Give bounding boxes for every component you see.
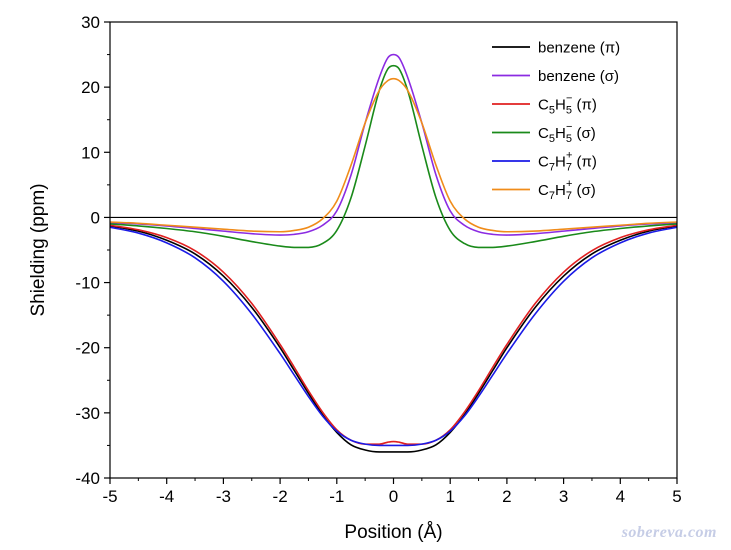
series-line-1 — [109, 225, 678, 453]
x-tick-label: -5 — [102, 487, 117, 506]
x-tick-label: 5 — [672, 487, 681, 506]
y-tick-label: -20 — [75, 339, 100, 358]
series-line-6 — [109, 77, 678, 233]
legend-label: C7H7+ (σ) — [538, 178, 596, 202]
watermark: sobereva.com — [621, 524, 717, 541]
series-layer — [109, 53, 678, 453]
x-tick-label: 4 — [616, 487, 625, 506]
x-tick-label: 3 — [559, 487, 568, 506]
legend: benzene (π) benzene (σ) C5H5− (π) C5H5− (σ)… — [492, 40, 620, 202]
x-tick-label: -4 — [159, 487, 174, 506]
y-tick-label: -40 — [75, 469, 100, 488]
legend-item: benzene (σ) — [492, 68, 619, 85]
legend-label: C5H5− (σ) — [538, 121, 596, 145]
legend-label: benzene (π) — [538, 40, 620, 57]
y-tick-label: -30 — [75, 404, 100, 423]
legend-item: C7H7+ (π) — [492, 150, 597, 174]
series-line-3 — [109, 224, 678, 445]
x-tick-label: 1 — [445, 487, 454, 506]
series-line-5 — [109, 226, 678, 447]
x-tick-label: 0 — [389, 487, 398, 506]
legend-label: C5H5− (π) — [538, 93, 597, 117]
legend-label: C7H7+ (π) — [538, 150, 597, 174]
series-line-4 — [109, 64, 678, 249]
x-tick-label: 2 — [502, 487, 511, 506]
y-tick-label: 30 — [81, 13, 100, 32]
x-tick-label: -2 — [273, 487, 288, 506]
y-tick-label: 0 — [91, 208, 100, 227]
y-tick-label: 20 — [81, 78, 100, 97]
x-tick-label: -1 — [329, 487, 344, 506]
x-tick-label: -3 — [216, 487, 231, 506]
legend-item: benzene (π) — [492, 40, 620, 57]
legend-item: C5H5− (π) — [492, 93, 597, 117]
x-axis-title: Position (Å) — [344, 522, 442, 543]
legend-item: C5H5− (σ) — [492, 121, 596, 145]
series-line-2 — [109, 53, 678, 236]
legend-item: C7H7+ (σ) — [492, 178, 596, 202]
y-tick-label: -10 — [75, 274, 100, 293]
y-tick-label: 10 — [81, 143, 100, 162]
legend-label: benzene (σ) — [538, 68, 619, 85]
y-axis-title: Shielding (ppm) — [28, 183, 49, 316]
